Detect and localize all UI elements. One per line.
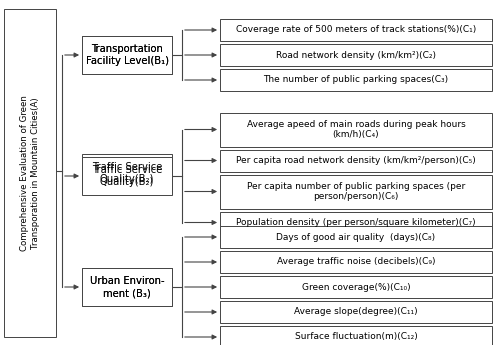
FancyBboxPatch shape	[82, 36, 172, 74]
Text: Average traffic noise (decibels)(C₉): Average traffic noise (decibels)(C₉)	[277, 257, 435, 266]
Text: Traffic Service
Quality(B₂): Traffic Service Quality(B₂)	[92, 165, 162, 187]
FancyBboxPatch shape	[4, 9, 56, 337]
FancyBboxPatch shape	[220, 211, 492, 234]
Text: Urban Environ-
ment (B₃): Urban Environ- ment (B₃)	[90, 276, 164, 298]
FancyBboxPatch shape	[82, 36, 172, 74]
FancyBboxPatch shape	[220, 276, 492, 298]
FancyBboxPatch shape	[220, 69, 492, 91]
FancyBboxPatch shape	[82, 157, 172, 195]
Text: Per capita road network density (km/km²/person)(C₅): Per capita road network density (km/km²/…	[236, 156, 476, 165]
FancyBboxPatch shape	[220, 326, 492, 345]
Text: The number of public parking spaces(C₃): The number of public parking spaces(C₃)	[264, 76, 448, 85]
Text: Comprehensive Evaluation of Green
Transporation in Mountain Cities(A): Comprehensive Evaluation of Green Transp…	[20, 95, 40, 251]
FancyBboxPatch shape	[82, 268, 172, 306]
Text: Population density (per person/square kilometer)(C₇): Population density (per person/square ki…	[236, 218, 476, 227]
FancyBboxPatch shape	[220, 175, 492, 208]
FancyBboxPatch shape	[220, 19, 492, 41]
Text: Average apeed of main roads during peak hours
(km/h)(C₄): Average apeed of main roads during peak …	[246, 120, 466, 139]
Text: Average slope(degree)(C₁₁): Average slope(degree)(C₁₁)	[294, 307, 418, 316]
FancyBboxPatch shape	[82, 154, 172, 192]
FancyBboxPatch shape	[220, 226, 492, 248]
FancyBboxPatch shape	[82, 268, 172, 306]
FancyBboxPatch shape	[220, 301, 492, 323]
Text: Coverage rate of 500 meters of track stations(%)(C₁): Coverage rate of 500 meters of track sta…	[236, 26, 476, 34]
Text: Transportation
Facility Level(B₁): Transportation Facility Level(B₁)	[86, 44, 168, 66]
Text: Urban Environ-
ment (B₃): Urban Environ- ment (B₃)	[90, 276, 164, 298]
FancyBboxPatch shape	[220, 149, 492, 171]
Text: Road network density (km/km²)(C₂): Road network density (km/km²)(C₂)	[276, 50, 436, 59]
Text: Transportation
Facility Level(B₁): Transportation Facility Level(B₁)	[86, 44, 168, 66]
Text: Traffic Service
Quality(B₂): Traffic Service Quality(B₂)	[92, 162, 162, 184]
Text: Surface fluctuation(m)(C₁₂): Surface fluctuation(m)(C₁₂)	[294, 333, 418, 342]
FancyBboxPatch shape	[220, 44, 492, 66]
Text: Days of good air quality  (days)(C₈): Days of good air quality (days)(C₈)	[276, 233, 436, 241]
FancyBboxPatch shape	[220, 112, 492, 147]
Text: Green coverage(%)(C₁₀): Green coverage(%)(C₁₀)	[302, 283, 410, 292]
FancyBboxPatch shape	[220, 251, 492, 273]
Text: Per capita number of public parking spaces (per
person/person)(C₆): Per capita number of public parking spac…	[247, 181, 465, 201]
